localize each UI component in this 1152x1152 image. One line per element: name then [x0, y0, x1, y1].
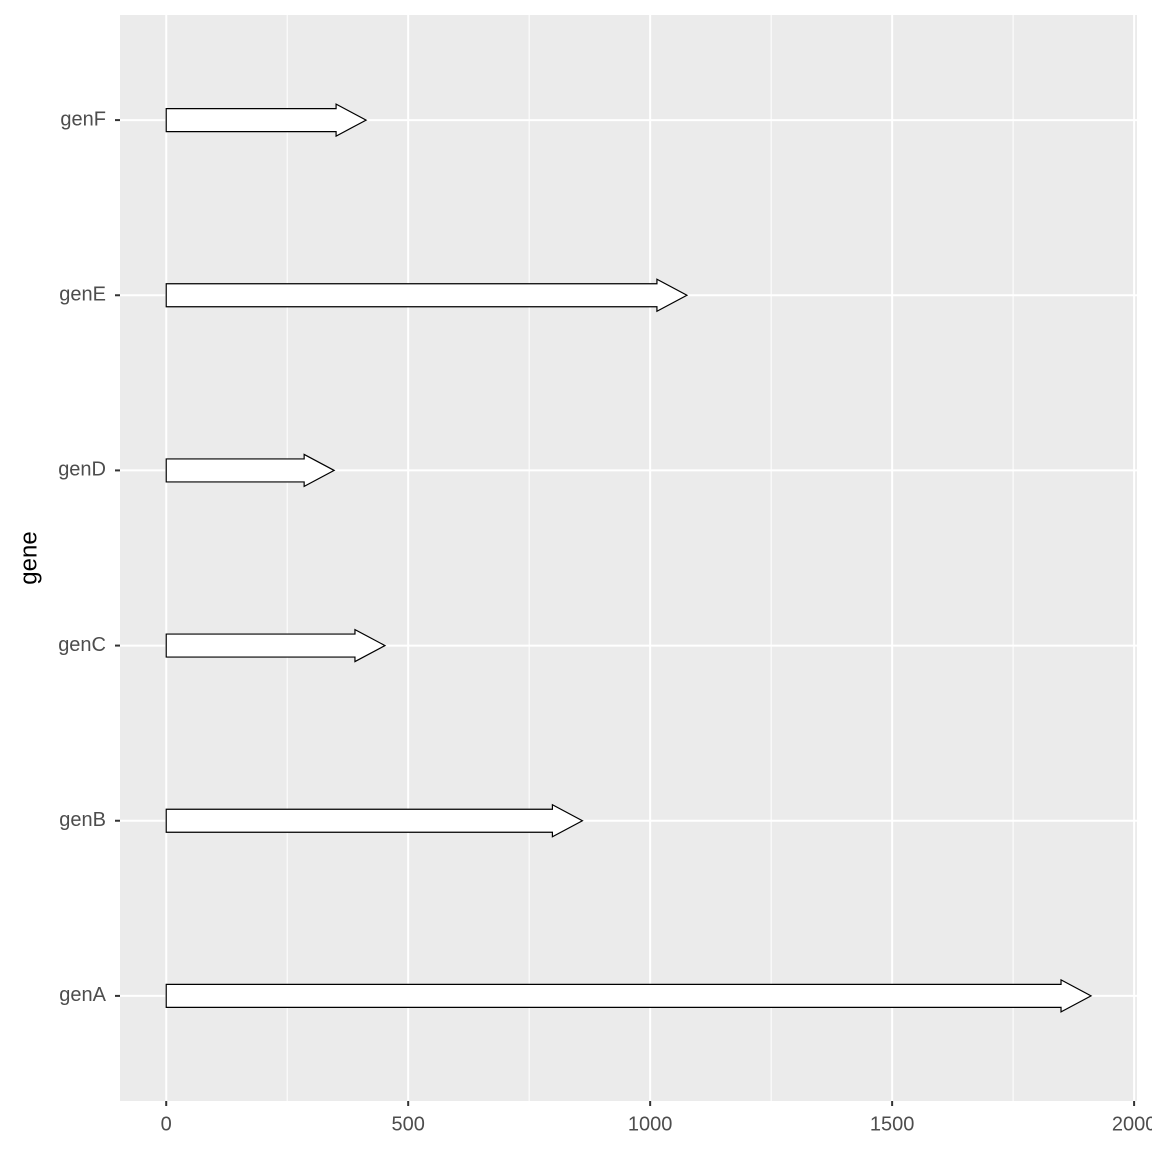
x-tick-label: 1000 [628, 1113, 673, 1135]
y-tick-label: genF [60, 108, 106, 130]
gene-arrow [165, 103, 368, 138]
x-tick-label: 2000 [1112, 1113, 1152, 1135]
gene-arrow [165, 978, 1093, 1013]
gene-arrow [165, 278, 689, 313]
y-tick-label: genD [58, 459, 106, 481]
x-tick-label: 1500 [870, 1113, 915, 1135]
x-tick-label: 500 [391, 1113, 424, 1135]
panel [120, 15, 1137, 1101]
y-tick-label: genB [59, 809, 106, 831]
gene-arrow [165, 628, 387, 663]
y-axis-title: gene [15, 531, 42, 584]
x-tick-label: 0 [161, 1113, 172, 1135]
gene-arrow [165, 453, 336, 488]
y-tick-label: genE [59, 284, 106, 306]
y-tick-label: genA [59, 984, 106, 1006]
gene-arrow [165, 803, 584, 838]
y-tick-label: genC [58, 634, 106, 656]
